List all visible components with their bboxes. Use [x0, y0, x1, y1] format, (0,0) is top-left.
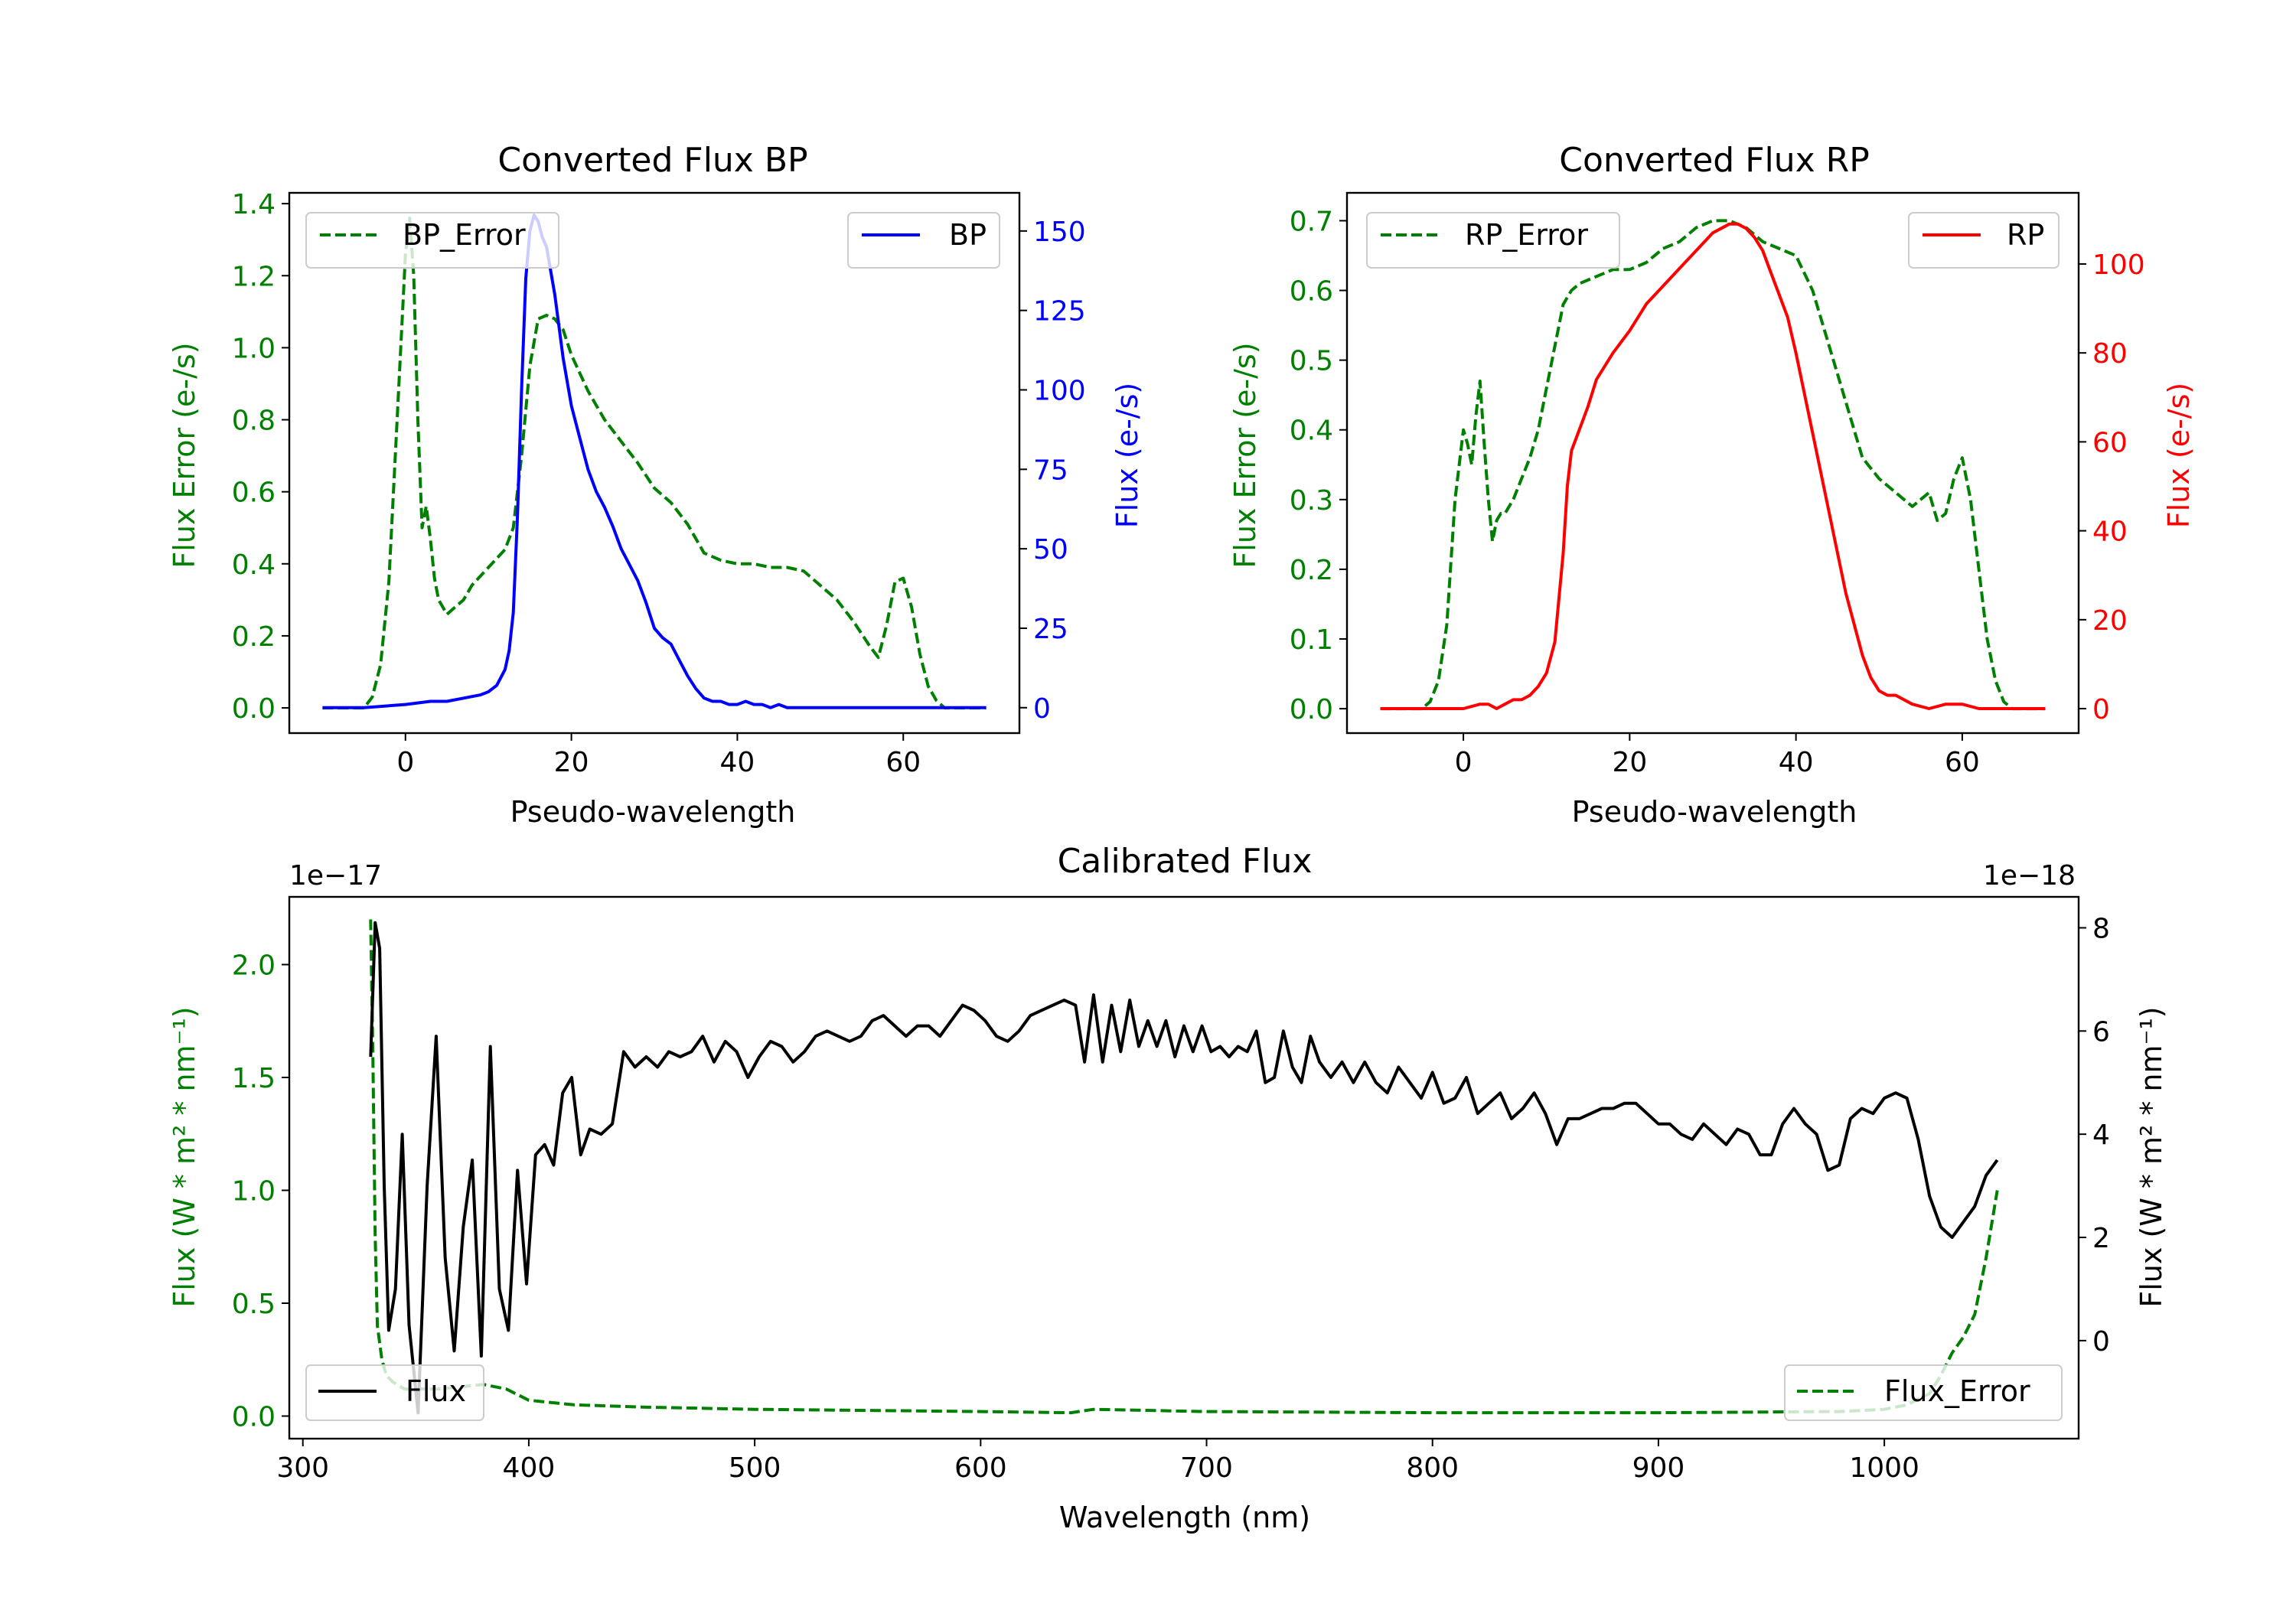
cal-xtick-label: 700 [1180, 1452, 1233, 1484]
cal-title: Calibrated Flux [1058, 842, 1313, 881]
cal-ytick-right-label: 6 [2092, 1016, 2110, 1048]
rp-ytick-left-label: 0.2 [1290, 555, 1333, 586]
bp-panel: Converted Flux BP 0 20 40 60 0.0 0.2 0.4 0.6 0.8… [168, 141, 1144, 829]
rp-xtick-label: 0 [1455, 747, 1473, 778]
rp-series-rp [1380, 222, 2046, 710]
rp-ylabel-right: Flux (e-/s) [2162, 383, 2196, 528]
bp-legend-error: BP_Error [305, 212, 559, 269]
bp-xtick-label: 20 [554, 747, 589, 778]
bp-ytick-left-label: 0.0 [232, 693, 276, 725]
bp-axes-frame [288, 191, 1021, 735]
cal-ytick-left-label: 0.0 [232, 1402, 276, 1433]
bp-title: Converted Flux BP [497, 141, 807, 180]
cal-legend-error: Flux_Error [1784, 1364, 2063, 1421]
cal-xtick-label: 800 [1406, 1452, 1459, 1484]
bp-ytick-right-label: 0 [1033, 693, 1051, 725]
rp-ytick-right-label: 100 [2092, 249, 2145, 281]
rp-xlabel: Pseudo-wavelength [1572, 795, 1857, 829]
bp-ytick-left-label: 1.2 [232, 261, 276, 292]
rp-title: Converted Flux RP [1559, 141, 1870, 180]
rp-ytick-left-label: 0.0 [1290, 694, 1333, 725]
cal-legend-flux: Flux [305, 1364, 484, 1421]
rp-series-rp-error [1380, 219, 2046, 711]
cal-axes-frame [288, 895, 2080, 1440]
rp-ytick-right-label: 0 [2092, 694, 2110, 725]
bp-legend-flux: BP [847, 212, 1000, 269]
cal-ytick-right-label: 8 [2092, 913, 2110, 944]
bp-ytick-left-label: 0.8 [232, 406, 276, 437]
rp-ytick-left-label: 0.4 [1290, 416, 1333, 447]
cal-offset-left: 1e−17 [289, 860, 382, 892]
cal-ytick-left-label: 1.0 [232, 1176, 276, 1208]
bp-legend-error-label: BP_Error [403, 218, 526, 252]
rp-legend-flux-label: RP [2007, 218, 2044, 252]
rp-xtick-label: 20 [1612, 747, 1647, 778]
cal-legend-error-label: Flux_Error [1884, 1374, 2030, 1408]
bp-ytick-left-label: 0.2 [232, 621, 276, 653]
cal-series-flux [369, 921, 1999, 1415]
cal-ylabel-right: Flux (W * m² * nm⁻¹) [2135, 1006, 2168, 1307]
rp-legend-flux: RP [1908, 212, 2060, 269]
rp-ytick-right-label: 60 [2092, 427, 2128, 458]
bp-ytick-left-label: 1.4 [232, 189, 276, 220]
cal-xtick-label: 300 [276, 1452, 329, 1484]
rp-axes-frame [1345, 191, 2080, 735]
cal-xtick-label: 500 [729, 1452, 781, 1484]
bp-ylabel-left: Flux Error (e-/s) [168, 342, 201, 568]
rp-ytick-right-label: 40 [2092, 517, 2128, 548]
cal-ytick-left-label: 1.5 [232, 1063, 276, 1094]
cal-xtick-label: 600 [954, 1452, 1007, 1484]
rp-ytick-right-label: 80 [2092, 338, 2128, 370]
cal-ytick-right-label: 4 [2092, 1120, 2110, 1151]
rp-ytick-left-label: 0.5 [1290, 346, 1333, 377]
cal-panel: Calibrated Flux 1e−17 1e−18 300 400 500 600… [168, 842, 2168, 1534]
bp-series-bp [322, 214, 987, 709]
cal-offset-right: 1e−18 [1983, 860, 2076, 892]
bp-ytick-left-label: 0.4 [232, 549, 276, 581]
rp-legend-error-label: RP_Error [1465, 218, 1588, 252]
rp-xtick-label: 60 [1945, 747, 1980, 778]
cal-ytick-left-label: 2.0 [232, 950, 276, 982]
bp-ytick-left-label: 0.6 [232, 478, 276, 509]
cal-ytick-left-label: 0.5 [232, 1289, 276, 1320]
cal-ytick-right-label: 2 [2092, 1223, 2110, 1254]
bp-xlabel: Pseudo-wavelength [510, 795, 796, 829]
bp-xtick-label: 0 [396, 747, 414, 778]
rp-ylabel-left: Flux Error (e-/s) [1228, 342, 1262, 568]
bp-legend-flux-label: BP [949, 218, 987, 252]
bp-xtick-label: 60 [885, 747, 921, 778]
cal-xlabel: Wavelength (nm) [1059, 1501, 1310, 1534]
bp-ytick-right-label: 75 [1033, 455, 1068, 486]
cal-xtick-label: 900 [1632, 1452, 1685, 1484]
bp-ytick-right-label: 150 [1033, 217, 1086, 248]
rp-panel: Converted Flux RP 0 20 40 60 0.0 0.1 0.2 0.3 0.4… [1228, 141, 2196, 829]
rp-ytick-left-label: 0.3 [1290, 485, 1333, 517]
cal-ytick-right-label: 0 [2092, 1326, 2110, 1358]
rp-ytick-left-label: 0.1 [1290, 624, 1333, 656]
rp-legend-error: RP_Error [1366, 212, 1620, 269]
bp-ytick-right-label: 100 [1033, 375, 1086, 406]
bp-series-bp-error [322, 216, 987, 710]
bp-ytick-right-label: 25 [1033, 614, 1068, 645]
rp-ytick-left-label: 0.7 [1290, 206, 1333, 237]
bp-ytick-left-label: 1.0 [232, 333, 276, 364]
cal-xtick-label: 1000 [1849, 1452, 1919, 1484]
rp-ytick-left-label: 0.6 [1290, 276, 1333, 308]
bp-ylabel-right: Flux (e-/s) [1110, 383, 1144, 528]
rp-ytick-right-label: 20 [2092, 605, 2128, 637]
cal-ylabel-left: Flux (W * m² * nm⁻¹) [168, 1006, 201, 1307]
bp-ytick-right-label: 125 [1033, 296, 1086, 328]
bp-ytick-right-label: 50 [1033, 534, 1068, 566]
cal-legend-flux-label: Flux [406, 1374, 466, 1408]
bp-xtick-label: 40 [720, 747, 755, 778]
cal-xtick-label: 400 [503, 1452, 556, 1484]
rp-xtick-label: 40 [1779, 747, 1814, 778]
